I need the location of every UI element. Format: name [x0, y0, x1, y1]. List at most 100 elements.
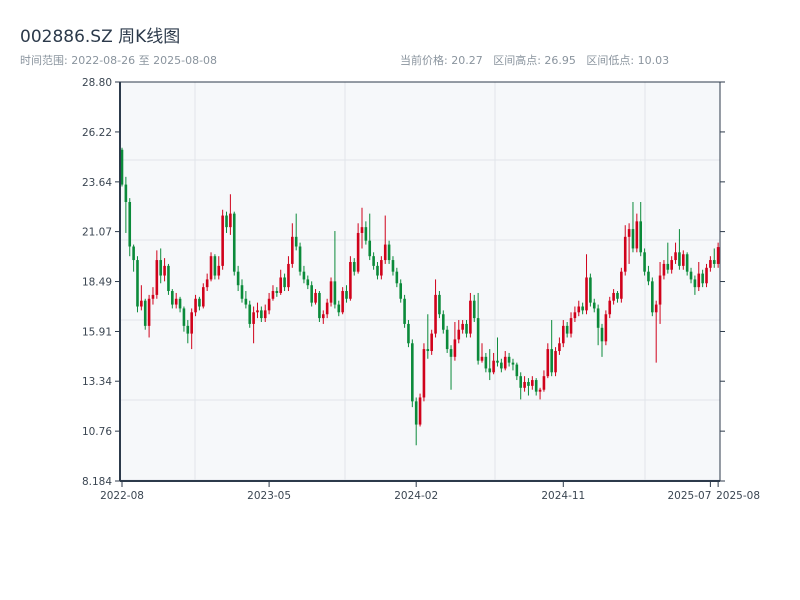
x-tick-label: 2024-02	[394, 490, 438, 502]
candle	[294, 213, 298, 251]
candle-body	[608, 300, 612, 315]
candle-body	[345, 291, 348, 299]
candle-body	[194, 298, 197, 313]
candle	[287, 256, 290, 292]
candle-body	[120, 149, 124, 185]
candle-body	[321, 314, 325, 319]
candle-body	[705, 267, 708, 284]
candle	[279, 269, 283, 295]
candle-body	[240, 285, 244, 299]
candle	[701, 269, 704, 288]
candle-body	[585, 277, 588, 311]
candle	[151, 287, 155, 305]
x-tick-label: 2024-11	[541, 490, 585, 502]
range-low: 区间低点: 10.03	[586, 54, 670, 67]
candle-body	[612, 292, 615, 301]
candle	[670, 256, 673, 274]
candle	[201, 283, 205, 309]
candle-body	[693, 279, 697, 288]
candle-body	[476, 318, 480, 361]
candle-body	[232, 213, 236, 272]
candle-body	[221, 215, 224, 266]
candle-body	[631, 229, 635, 249]
candle-body	[314, 292, 317, 303]
candle-body	[190, 312, 193, 334]
candle	[298, 242, 302, 276]
candle	[612, 289, 615, 305]
candle	[515, 362, 519, 381]
candle-body	[627, 229, 631, 237]
candle	[480, 343, 484, 363]
candle	[472, 294, 476, 322]
candle-body	[360, 227, 364, 233]
candle-body	[403, 298, 406, 324]
candle-body	[143, 300, 147, 326]
candle	[438, 291, 441, 319]
candle	[453, 321, 457, 361]
candle	[248, 300, 252, 328]
y-tick-label: 10.76	[82, 426, 112, 438]
candle-body	[647, 271, 650, 282]
candle-body	[171, 291, 174, 305]
candle	[488, 349, 492, 381]
candle-body	[658, 275, 662, 305]
candle	[240, 279, 244, 303]
candle	[712, 248, 716, 268]
candle	[623, 225, 627, 276]
candle-body	[620, 271, 623, 299]
candle-body	[441, 314, 445, 330]
y-tick-label: 23.64	[82, 177, 112, 189]
candle	[581, 302, 584, 315]
candle-body	[356, 232, 360, 272]
candle-body	[186, 325, 190, 334]
candle-body	[376, 265, 379, 276]
candle	[306, 275, 310, 290]
candle-body	[174, 298, 178, 305]
candle-body	[488, 368, 492, 373]
candle	[140, 285, 143, 311]
candle	[318, 291, 321, 322]
y-tick-label: 13.34	[82, 376, 112, 388]
candle	[573, 306, 577, 322]
candle	[434, 279, 437, 338]
candle-body	[716, 247, 720, 264]
candle	[372, 252, 375, 270]
candle-body	[709, 260, 712, 268]
candle	[337, 300, 341, 317]
candle	[267, 292, 271, 315]
candle-body	[229, 213, 232, 228]
candle-body	[128, 201, 132, 247]
candle	[577, 300, 581, 317]
candle-body	[558, 343, 561, 352]
candle	[275, 287, 279, 297]
candle-body	[581, 306, 584, 311]
candle	[256, 302, 259, 319]
candle	[666, 242, 670, 274]
candle-body	[438, 294, 441, 315]
candle	[589, 273, 592, 307]
candle	[182, 306, 186, 332]
candle-body	[550, 349, 553, 373]
price-summary: 当前价格: 20.27 区间高点: 26.95 区间低点: 10.03	[400, 52, 676, 68]
candle	[596, 304, 600, 346]
candle	[271, 285, 275, 301]
candle	[387, 240, 391, 264]
candle	[565, 321, 569, 338]
candle	[174, 292, 178, 309]
candle	[205, 273, 209, 292]
candle	[209, 252, 213, 282]
candle-body	[577, 306, 581, 313]
candle	[364, 221, 368, 245]
candle	[252, 306, 255, 344]
candle	[314, 289, 317, 305]
candle-body	[523, 381, 526, 388]
candle-body	[248, 304, 252, 324]
candle	[484, 352, 488, 373]
candle-body	[411, 343, 414, 402]
y-tick-label: 8.184	[82, 476, 112, 488]
candle-body	[538, 389, 542, 392]
candle-body	[387, 244, 391, 261]
candle	[155, 250, 159, 299]
candle	[531, 376, 534, 390]
y-tick-label: 15.91	[82, 326, 112, 338]
